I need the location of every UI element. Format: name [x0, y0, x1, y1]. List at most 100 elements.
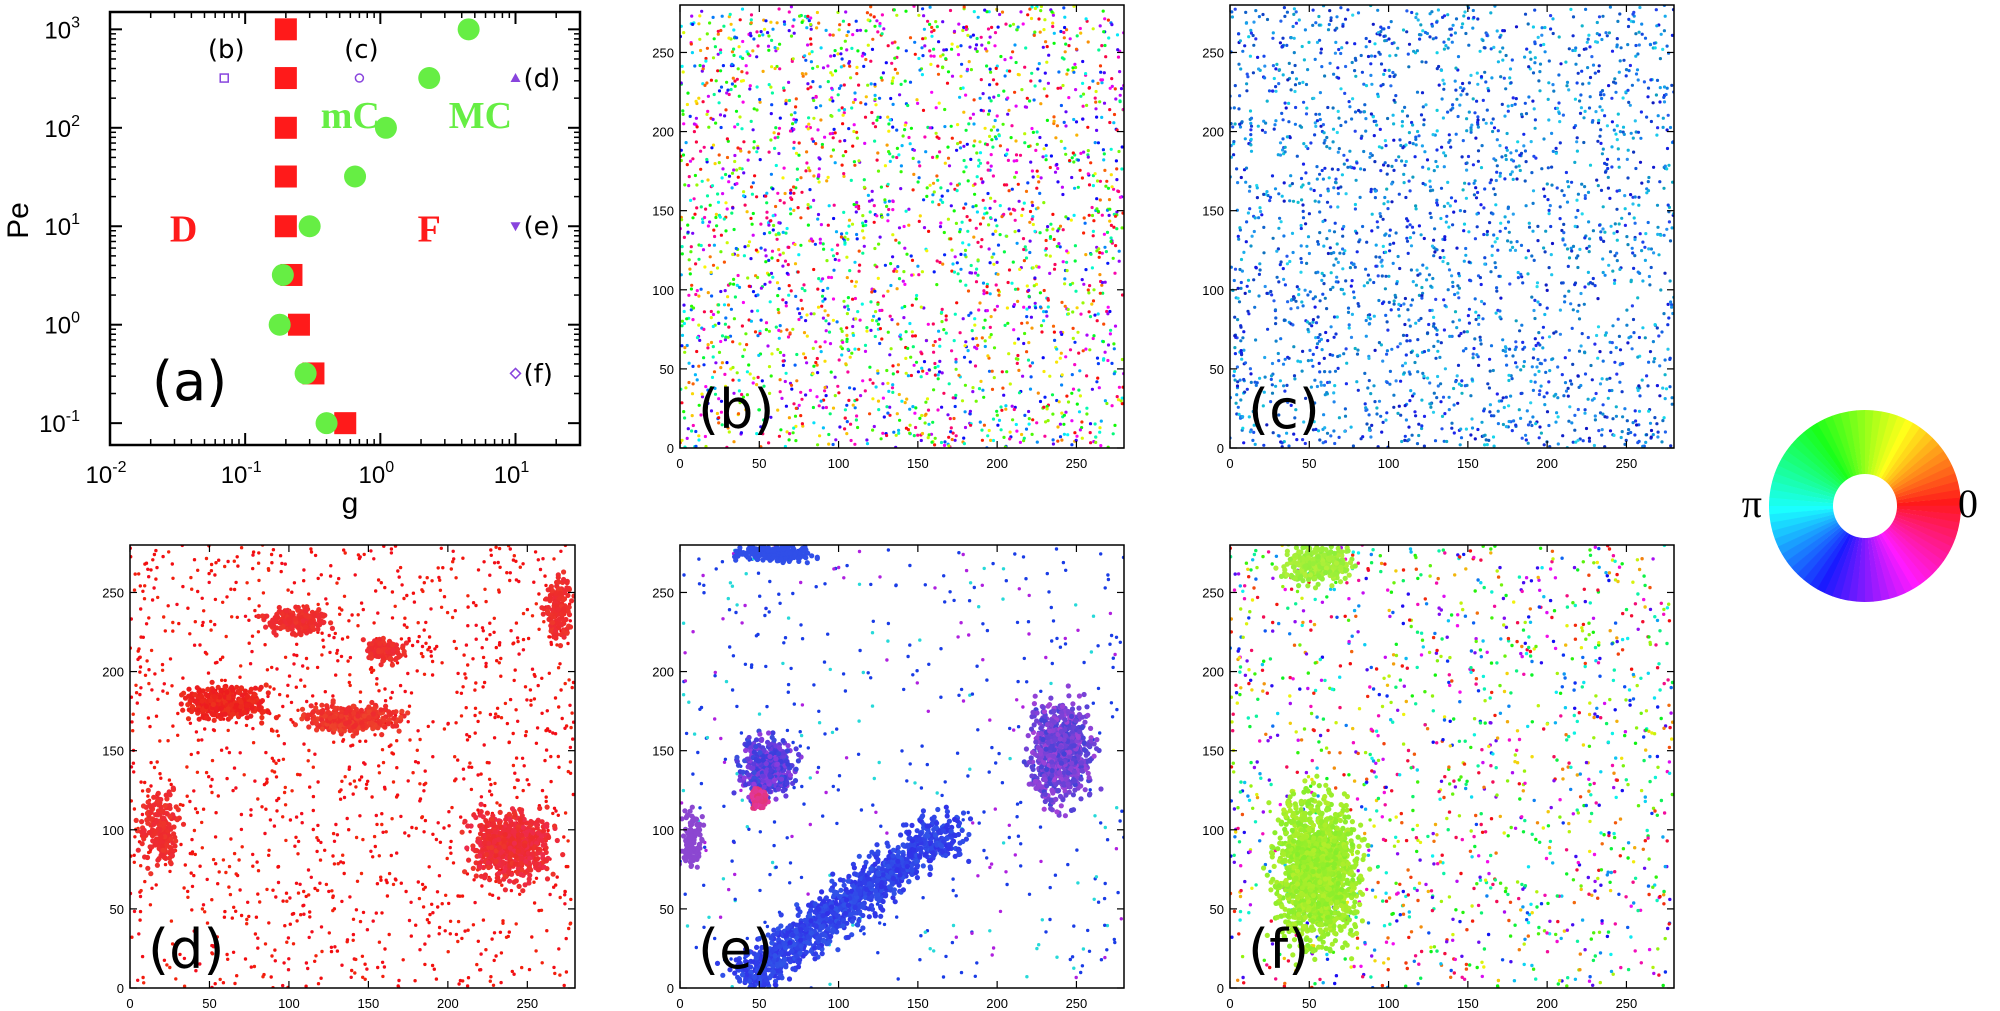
particle	[1579, 93, 1583, 97]
particle	[1101, 358, 1106, 362]
x-axis-label: g	[342, 487, 359, 520]
particle	[721, 167, 725, 171]
particle	[1304, 171, 1308, 175]
particle	[716, 310, 720, 314]
particle	[719, 366, 723, 370]
particle	[1364, 267, 1368, 271]
particle	[845, 337, 849, 341]
particle	[718, 113, 723, 117]
panel-label: (a)	[152, 350, 227, 413]
particle	[1323, 296, 1327, 300]
particle	[794, 406, 798, 410]
particle	[1092, 219, 1096, 223]
particle	[1056, 180, 1060, 184]
particle	[1510, 103, 1514, 108]
particle	[1351, 444, 1355, 448]
particle	[1402, 302, 1406, 306]
particle	[1483, 262, 1487, 266]
particle	[1013, 90, 1017, 94]
particle	[1532, 347, 1536, 351]
particle	[1327, 22, 1331, 27]
particle	[753, 174, 757, 178]
particle	[975, 267, 979, 271]
particle	[1270, 391, 1275, 395]
particle	[791, 327, 795, 331]
particle	[1504, 354, 1508, 358]
particle	[1329, 325, 1333, 329]
particle	[972, 98, 976, 102]
particle	[830, 248, 834, 252]
particle	[1518, 168, 1522, 173]
particle	[999, 428, 1003, 432]
particle	[1006, 321, 1010, 325]
particle	[1013, 287, 1018, 291]
particle	[726, 426, 730, 430]
particle	[803, 14, 808, 19]
particle	[701, 82, 705, 86]
particle	[1531, 415, 1535, 419]
particle	[1504, 395, 1508, 399]
particle	[1091, 299, 1096, 303]
particle	[1590, 398, 1594, 402]
particle	[994, 66, 998, 70]
particle	[962, 436, 966, 440]
particle	[912, 434, 916, 438]
particle	[1017, 199, 1021, 203]
particle	[1570, 326, 1574, 330]
particle	[1467, 81, 1471, 85]
particle	[1405, 339, 1409, 343]
particle	[1626, 24, 1631, 29]
particle	[1543, 194, 1547, 198]
particle	[1380, 301, 1385, 306]
particle	[1459, 93, 1463, 97]
particle	[788, 207, 793, 211]
particle	[1508, 248, 1512, 252]
particle	[735, 36, 739, 40]
particle	[1282, 384, 1286, 388]
particle	[911, 405, 915, 409]
particle	[1589, 363, 1593, 368]
particle	[955, 148, 959, 152]
particle	[1651, 433, 1655, 437]
particle	[1419, 113, 1424, 117]
particle	[1482, 118, 1486, 122]
data-point-square	[274, 67, 297, 90]
particle	[1365, 422, 1369, 426]
particle	[968, 271, 972, 275]
particle	[941, 200, 945, 204]
particle	[1246, 309, 1250, 313]
particle	[831, 406, 836, 410]
particle	[793, 414, 798, 418]
particle	[955, 183, 960, 187]
particle	[804, 319, 808, 323]
particle	[694, 262, 698, 266]
particle	[1409, 303, 1413, 307]
particle	[1016, 25, 1020, 29]
particle	[1269, 374, 1274, 378]
particle	[1027, 417, 1031, 421]
particle	[853, 91, 857, 95]
particle	[680, 333, 685, 337]
particle	[1590, 120, 1594, 124]
particle	[1462, 14, 1466, 18]
particle	[737, 378, 741, 382]
particle	[1063, 304, 1067, 308]
particle	[822, 398, 826, 402]
particle	[694, 99, 698, 103]
particle	[844, 10, 848, 14]
particle	[1379, 84, 1383, 88]
particle	[1593, 414, 1597, 418]
particle	[849, 438, 853, 443]
particle	[728, 12, 732, 16]
particle	[933, 443, 937, 447]
particle	[828, 33, 832, 37]
particle	[1422, 118, 1426, 122]
particle	[963, 425, 968, 430]
particle	[745, 343, 749, 347]
particle	[811, 80, 815, 84]
particle	[736, 67, 740, 71]
particle	[1062, 413, 1066, 417]
particle	[1030, 217, 1034, 221]
particle	[984, 47, 988, 51]
particle	[1669, 444, 1673, 448]
